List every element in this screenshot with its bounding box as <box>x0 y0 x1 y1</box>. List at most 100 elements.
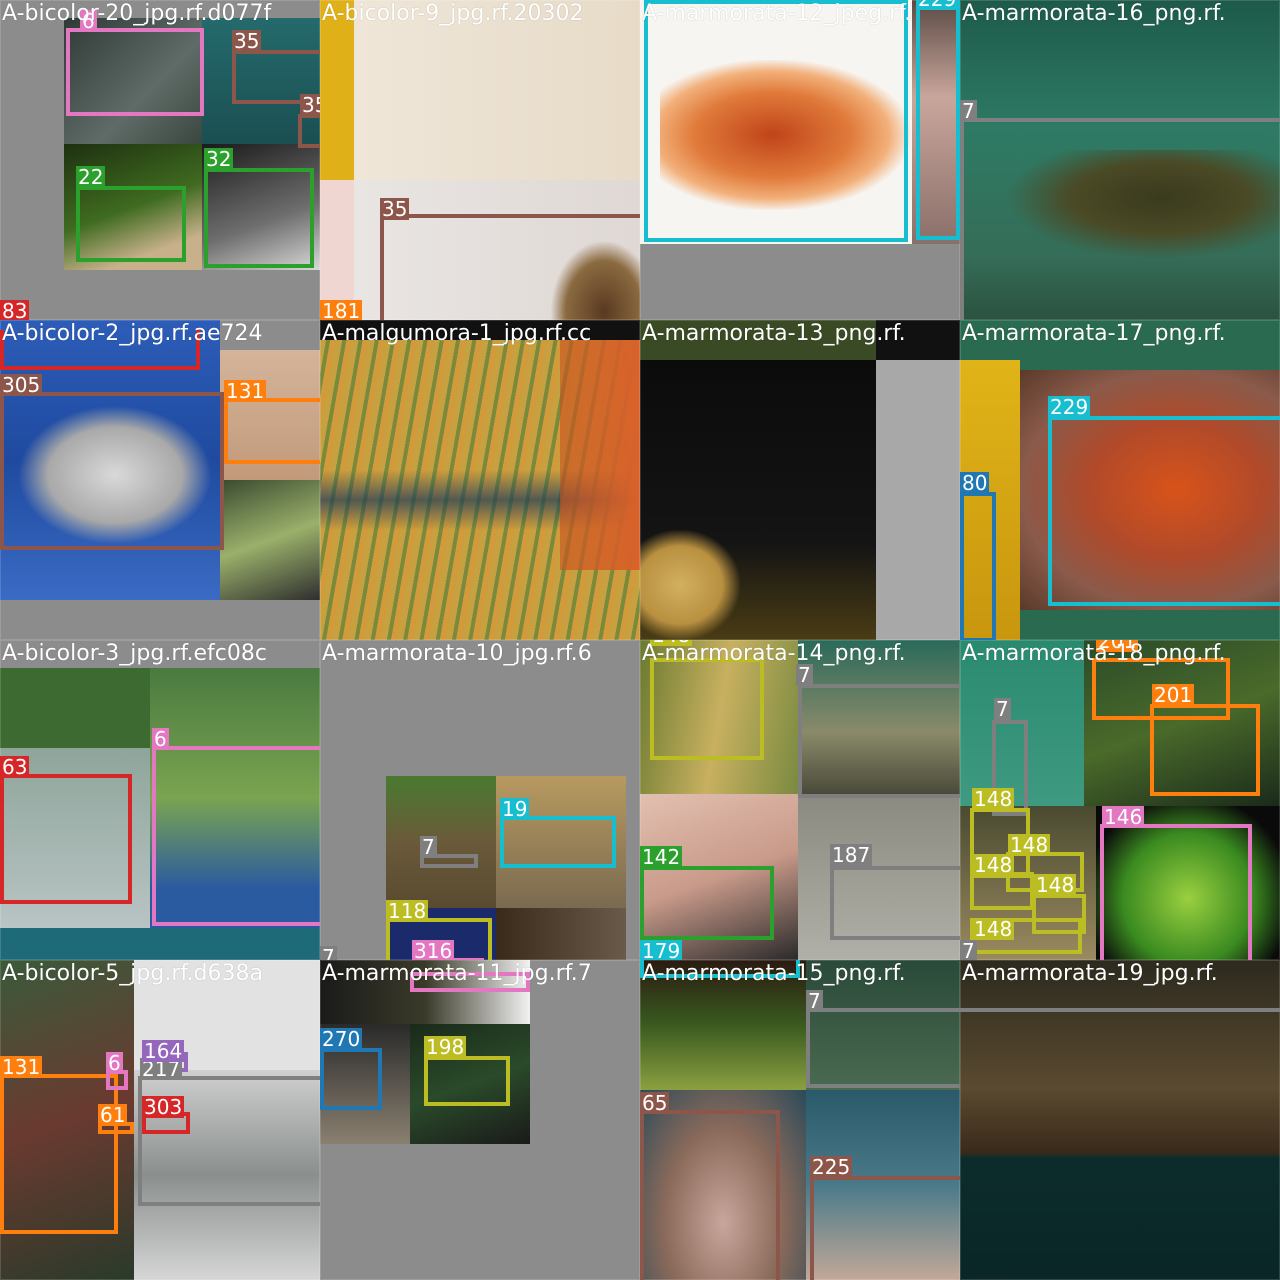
bounding-box <box>640 866 774 940</box>
fish-photo <box>798 794 960 960</box>
box-label: 35 <box>232 29 262 53</box>
bounding-box <box>76 186 186 262</box>
tile-title: A-marmorata-17_png.rf. <box>962 321 1226 346</box>
bounding-box <box>0 1074 118 1234</box>
fish-photo <box>912 0 960 244</box>
bounding-box <box>640 960 800 978</box>
tile-7: A-marmorata-17_png.rf. 229 80 <box>960 320 1280 640</box>
tile-14: A-marmorata-15_png.rf. 7 65 225 <box>640 960 960 1280</box>
bounding-box <box>960 118 1280 320</box>
box-label: 6 <box>152 727 169 751</box>
box-label: 142 <box>640 845 683 869</box>
bounding-box <box>320 1048 382 1110</box>
box-label: 181 <box>320 299 363 320</box>
bounding-box <box>0 330 200 370</box>
box-label: 7 <box>960 939 977 960</box>
box-label: 65 <box>640 1091 670 1115</box>
bounding-box <box>386 918 492 960</box>
box-label: 35 <box>380 197 410 221</box>
bounding-box <box>380 214 640 320</box>
tile-title: A-bicolor-9_jpg.rf.20302 <box>322 1 584 26</box>
box-label: 148 <box>972 853 1015 877</box>
box-label: 164 <box>142 1039 185 1063</box>
box-label: 148 <box>972 917 1015 941</box>
fish-photo <box>876 360 960 640</box>
box-label: 7 <box>320 946 337 960</box>
box-label: 229 <box>916 0 959 10</box>
tile-13: A-marmorata-11_jpg.rf.7 270 198 <box>320 960 640 1280</box>
bounding-box <box>204 168 314 268</box>
fish-photo <box>640 640 798 794</box>
tile-11: A-marmorata-18_png.rf. 201 201 7 148 148… <box>960 640 1280 960</box>
box-label: 118 <box>386 899 429 923</box>
bounding-box <box>916 0 960 240</box>
bounding-box <box>420 854 478 868</box>
box-label: 7 <box>796 663 813 687</box>
fish-photo <box>1084 640 1280 806</box>
fish-photo <box>560 340 640 570</box>
fish-photo <box>640 530 740 640</box>
bounding-box <box>640 1110 780 1280</box>
box-label: 316 <box>412 939 455 960</box>
bounding-box <box>298 114 320 148</box>
bounding-box <box>410 972 530 992</box>
bounding-box <box>1032 894 1086 934</box>
fish-photo <box>386 776 496 908</box>
box-label: 7 <box>960 99 977 123</box>
box-label: 229 <box>1048 395 1091 419</box>
fish-photo <box>0 668 150 928</box>
bounding-box <box>1048 416 1280 606</box>
bounding-box <box>970 872 1034 910</box>
box-label: 80 <box>960 471 990 495</box>
box-label: 131 <box>224 379 267 403</box>
box-label: 22 <box>76 165 106 189</box>
tile-2: A-marmorata-12_jpeg.rf. 229 <box>640 0 960 320</box>
box-label: 35 <box>300 94 320 116</box>
tile-title: A-bicolor-3_jpg.rf.efc08c <box>2 641 267 666</box>
tile-1: A-bicolor-9_jpg.rf.20302 35 181 <box>320 0 640 320</box>
box-label: 201 <box>1152 683 1195 707</box>
fish-photo <box>798 640 960 794</box>
fish-photo <box>660 60 910 210</box>
box-label: 225 <box>810 1155 853 1179</box>
box-label: 198 <box>424 1035 467 1059</box>
bounding-box <box>0 774 132 904</box>
fish-photo <box>960 360 1020 640</box>
box-label: 270 <box>320 1027 363 1051</box>
box-label: 148 <box>972 787 1015 811</box>
bounding-box <box>152 746 320 926</box>
box-label: 6 <box>80 9 97 33</box>
tile-title: A-marmorata-11_jpg.rf.7 <box>322 961 592 986</box>
tile-8: A-bicolor-3_jpg.rf.efc08c 63 6 <box>0 640 320 960</box>
bounding-box <box>0 392 224 550</box>
bounding-box <box>1150 704 1260 796</box>
box-label: 7 <box>994 697 1011 721</box>
tile-title: A-marmorata-12_jpeg.rf. <box>642 1 912 26</box>
tile-12: A-bicolor-5_jpg.rf.d638a 131 217 164 6 3… <box>0 960 320 1280</box>
tile-9: A-marmorata-10_jpg.rf.6 19 7 118 316 7 <box>320 640 640 960</box>
fish-photo <box>64 144 202 270</box>
bounding-box <box>138 1076 320 1206</box>
box-label: 187 <box>830 843 873 867</box>
bounding-box <box>810 1176 960 1280</box>
tile-title: A-marmorata-10_jpg.rf.6 <box>322 641 592 666</box>
tile-6: A-marmorata-13_png.rf. <box>640 320 960 640</box>
bounding-box <box>224 398 320 464</box>
fish-photo <box>320 0 640 180</box>
fish-photo <box>150 668 320 928</box>
fish-photo <box>0 928 320 960</box>
box-label: 303 <box>142 1095 185 1119</box>
tile-10: A-marmorata-14_png.rf. 148 7 142 187 179 <box>640 640 960 960</box>
box-label: 201 <box>1096 640 1139 652</box>
tile-title: A-malgumora-1_jpg.rf.cc <box>322 321 592 346</box>
fish-photo <box>806 960 960 1090</box>
tile-title: A-bicolor-20_jpg.rf.d077f <box>2 1 272 26</box>
bounding-box <box>830 866 960 940</box>
tile-15: A-marmorata-19_jpg.rf. <box>960 960 1280 1280</box>
bounding-box <box>650 658 764 760</box>
tile-title: A-marmorata-15_png.rf. <box>642 961 906 986</box>
tile-title: A-marmorata-14_png.rf. <box>642 641 906 666</box>
bounding-box <box>992 720 1028 816</box>
fish-photo <box>320 960 530 1024</box>
box-label: 146 <box>1102 805 1145 829</box>
